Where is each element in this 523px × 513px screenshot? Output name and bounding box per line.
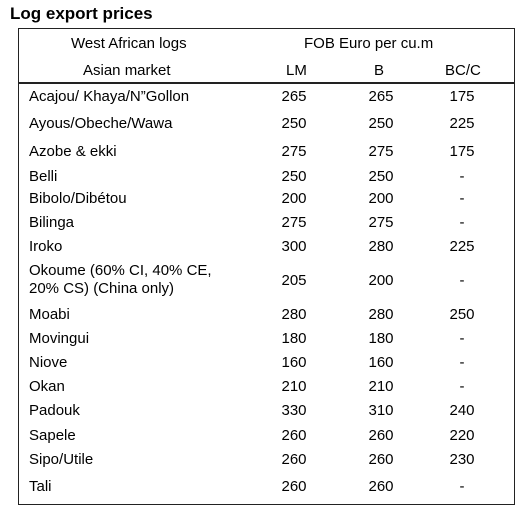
row-name-line1: Sipo/Utile — [29, 451, 94, 468]
cell-lm: 160 — [281, 354, 307, 371]
row-name-line1: Bibolo/Dibétou — [29, 190, 127, 207]
row-name: Ayous/Obeche/Wawa — [29, 115, 172, 133]
row-name: Okan — [29, 378, 65, 396]
cell-bcc: 225 — [449, 115, 475, 132]
cell-lm: 275 — [281, 214, 307, 231]
row-name-line2: 20% CS) (China only) — [29, 280, 175, 297]
row-name: Sipo/Utile — [29, 451, 93, 469]
row-name: Okoume (60% CI, 40% CE, 20% CS) (China on… — [29, 262, 212, 298]
table-body: Acajou/ Khaya/N”Gollon 265 265 175 Ayous/Obe… — [18, 83, 515, 505]
cell-b: 250 — [368, 168, 394, 185]
cell-b: 280 — [368, 306, 394, 323]
row-name-line1: Movingui — [29, 330, 90, 347]
cell-bcc: 230 — [449, 451, 475, 468]
cell-b: 260 — [368, 451, 394, 468]
row-name: Acajou/ Khaya/N”Gollon — [29, 88, 189, 106]
cell-bcc: - — [459, 478, 465, 495]
row-name: Tali — [29, 478, 52, 496]
page-title: Log export prices — [10, 4, 153, 23]
cell-bcc: - — [459, 330, 465, 347]
cell-b: 275 — [368, 214, 394, 231]
row-name: Belli — [29, 168, 57, 186]
cell-b: 180 — [368, 330, 394, 347]
cell-b: 210 — [368, 378, 394, 395]
cell-b: 280 — [368, 238, 394, 255]
row-name: Azobe & ekki — [29, 143, 117, 161]
cell-lm: 260 — [281, 478, 307, 495]
cell-bcc: - — [459, 354, 465, 371]
header-price-unit: FOB Euro per cu.m — [304, 35, 434, 52]
row-name-line1: Acajou/ Khaya/N”Gollon — [29, 88, 190, 105]
cell-bcc: 240 — [449, 402, 475, 419]
header-market: Asian market — [83, 62, 171, 79]
cell-lm: 300 — [281, 238, 307, 255]
row-name: Sapele — [29, 427, 76, 445]
row-name-line1: Okoume (60% CI, 40% CE, — [29, 262, 212, 279]
cell-b: 200 — [368, 190, 394, 207]
cell-lm: 250 — [281, 168, 307, 185]
cell-b: 260 — [368, 478, 394, 495]
cell-bcc: 225 — [449, 238, 475, 255]
row-name: Padouk — [29, 402, 80, 420]
row-name-line1: Padouk — [29, 402, 80, 419]
row-name-line1: Ayous/Obeche/Wawa — [29, 115, 173, 132]
cell-bcc: - — [459, 168, 465, 185]
cell-bcc: - — [459, 272, 465, 289]
cell-lm: 205 — [281, 272, 307, 289]
cell-lm: 210 — [281, 378, 307, 395]
cell-b: 275 — [368, 143, 394, 160]
cell-bcc: - — [459, 190, 465, 207]
header-col-lm: LM — [286, 62, 307, 79]
cell-lm: 330 — [281, 402, 307, 419]
row-name: Bibolo/Dibétou — [29, 190, 127, 208]
row-name-line1: Tali — [29, 478, 52, 495]
row-name: Moabi — [29, 306, 70, 324]
row-name-line1: Moabi — [29, 306, 70, 323]
header-col-bcc: BC/C — [445, 62, 481, 79]
row-name-line1: Iroko — [29, 238, 63, 255]
cell-b: 160 — [368, 354, 394, 371]
cell-b: 310 — [368, 402, 394, 419]
row-name-line1: Sapele — [29, 427, 76, 444]
cell-b: 250 — [368, 115, 394, 132]
cell-lm: 265 — [281, 88, 307, 105]
cell-b: 200 — [368, 272, 394, 289]
header-col-b: B — [374, 62, 385, 79]
row-name-line1: Azobe & ekki — [29, 143, 117, 160]
cell-lm: 260 — [281, 427, 307, 444]
cell-bcc: 220 — [449, 427, 475, 444]
cell-lm: 260 — [281, 451, 307, 468]
cell-lm: 280 — [281, 306, 307, 323]
row-name: Iroko — [29, 238, 62, 256]
cell-b: 265 — [368, 88, 394, 105]
row-name-line1: Bilinga — [29, 214, 75, 231]
cell-bcc: - — [459, 378, 465, 395]
row-name-line1: Okan — [29, 378, 65, 395]
cell-bcc: 175 — [449, 88, 475, 105]
cell-lm: 180 — [281, 330, 307, 347]
row-name: Bilinga — [29, 214, 74, 232]
cell-bcc: 250 — [449, 306, 475, 323]
table-header: West African logs Asian market FOB Euro … — [18, 28, 515, 83]
cell-b: 260 — [368, 427, 394, 444]
header-region: West African logs — [71, 35, 187, 52]
row-name-line1: Belli — [29, 168, 58, 185]
cell-bcc: - — [459, 214, 465, 231]
row-name: Movingui — [29, 330, 89, 348]
cell-bcc: 175 — [449, 143, 475, 160]
cell-lm: 250 — [281, 115, 307, 132]
row-name-line1: Niove — [29, 354, 68, 371]
row-name: Niove — [29, 354, 67, 372]
cell-lm: 275 — [281, 143, 307, 160]
cell-lm: 200 — [281, 190, 307, 207]
